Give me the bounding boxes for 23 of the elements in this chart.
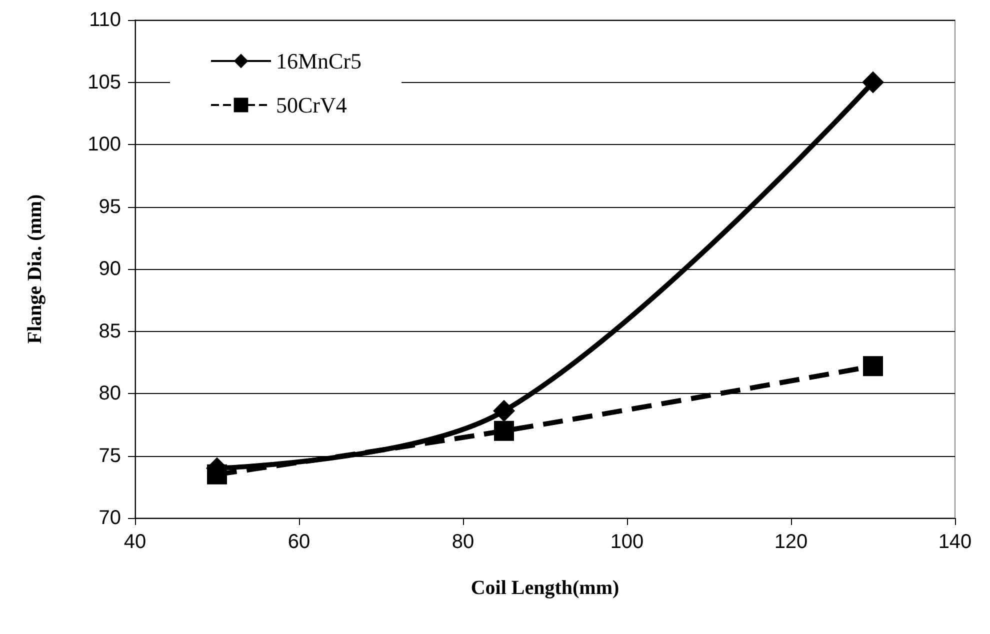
point	[863, 356, 883, 376]
y-tick-label: 90	[98, 258, 121, 280]
x-tick-label: 40	[124, 531, 146, 553]
x-tick-label: 100	[610, 531, 644, 553]
x-tick-label: 120	[774, 531, 808, 553]
y-tick-label: 95	[98, 196, 121, 218]
y-axis-title: Flange Dia. (mm)	[24, 194, 46, 344]
y-tick-label: 110	[89, 9, 121, 31]
x-tick-label: 140	[938, 531, 972, 553]
x-tick-label: 60	[288, 531, 310, 553]
point	[494, 420, 514, 441]
x-axis-title: Coil Length(mm)	[470, 577, 620, 599]
y-tick-label: 70	[98, 507, 121, 529]
legend-label: 16MnCr5	[276, 48, 362, 74]
y-tick-label: 105	[88, 71, 121, 94]
y-tick-label: 100	[88, 134, 121, 156]
y-tick-label: 80	[98, 382, 121, 404]
point	[862, 71, 884, 94]
y-tick-label: 75	[98, 444, 121, 467]
legend-label: 50CrV4	[276, 92, 347, 118]
y-tick-label: 85	[98, 320, 121, 342]
x-tick-label: 80	[452, 531, 474, 553]
point	[493, 400, 515, 422]
